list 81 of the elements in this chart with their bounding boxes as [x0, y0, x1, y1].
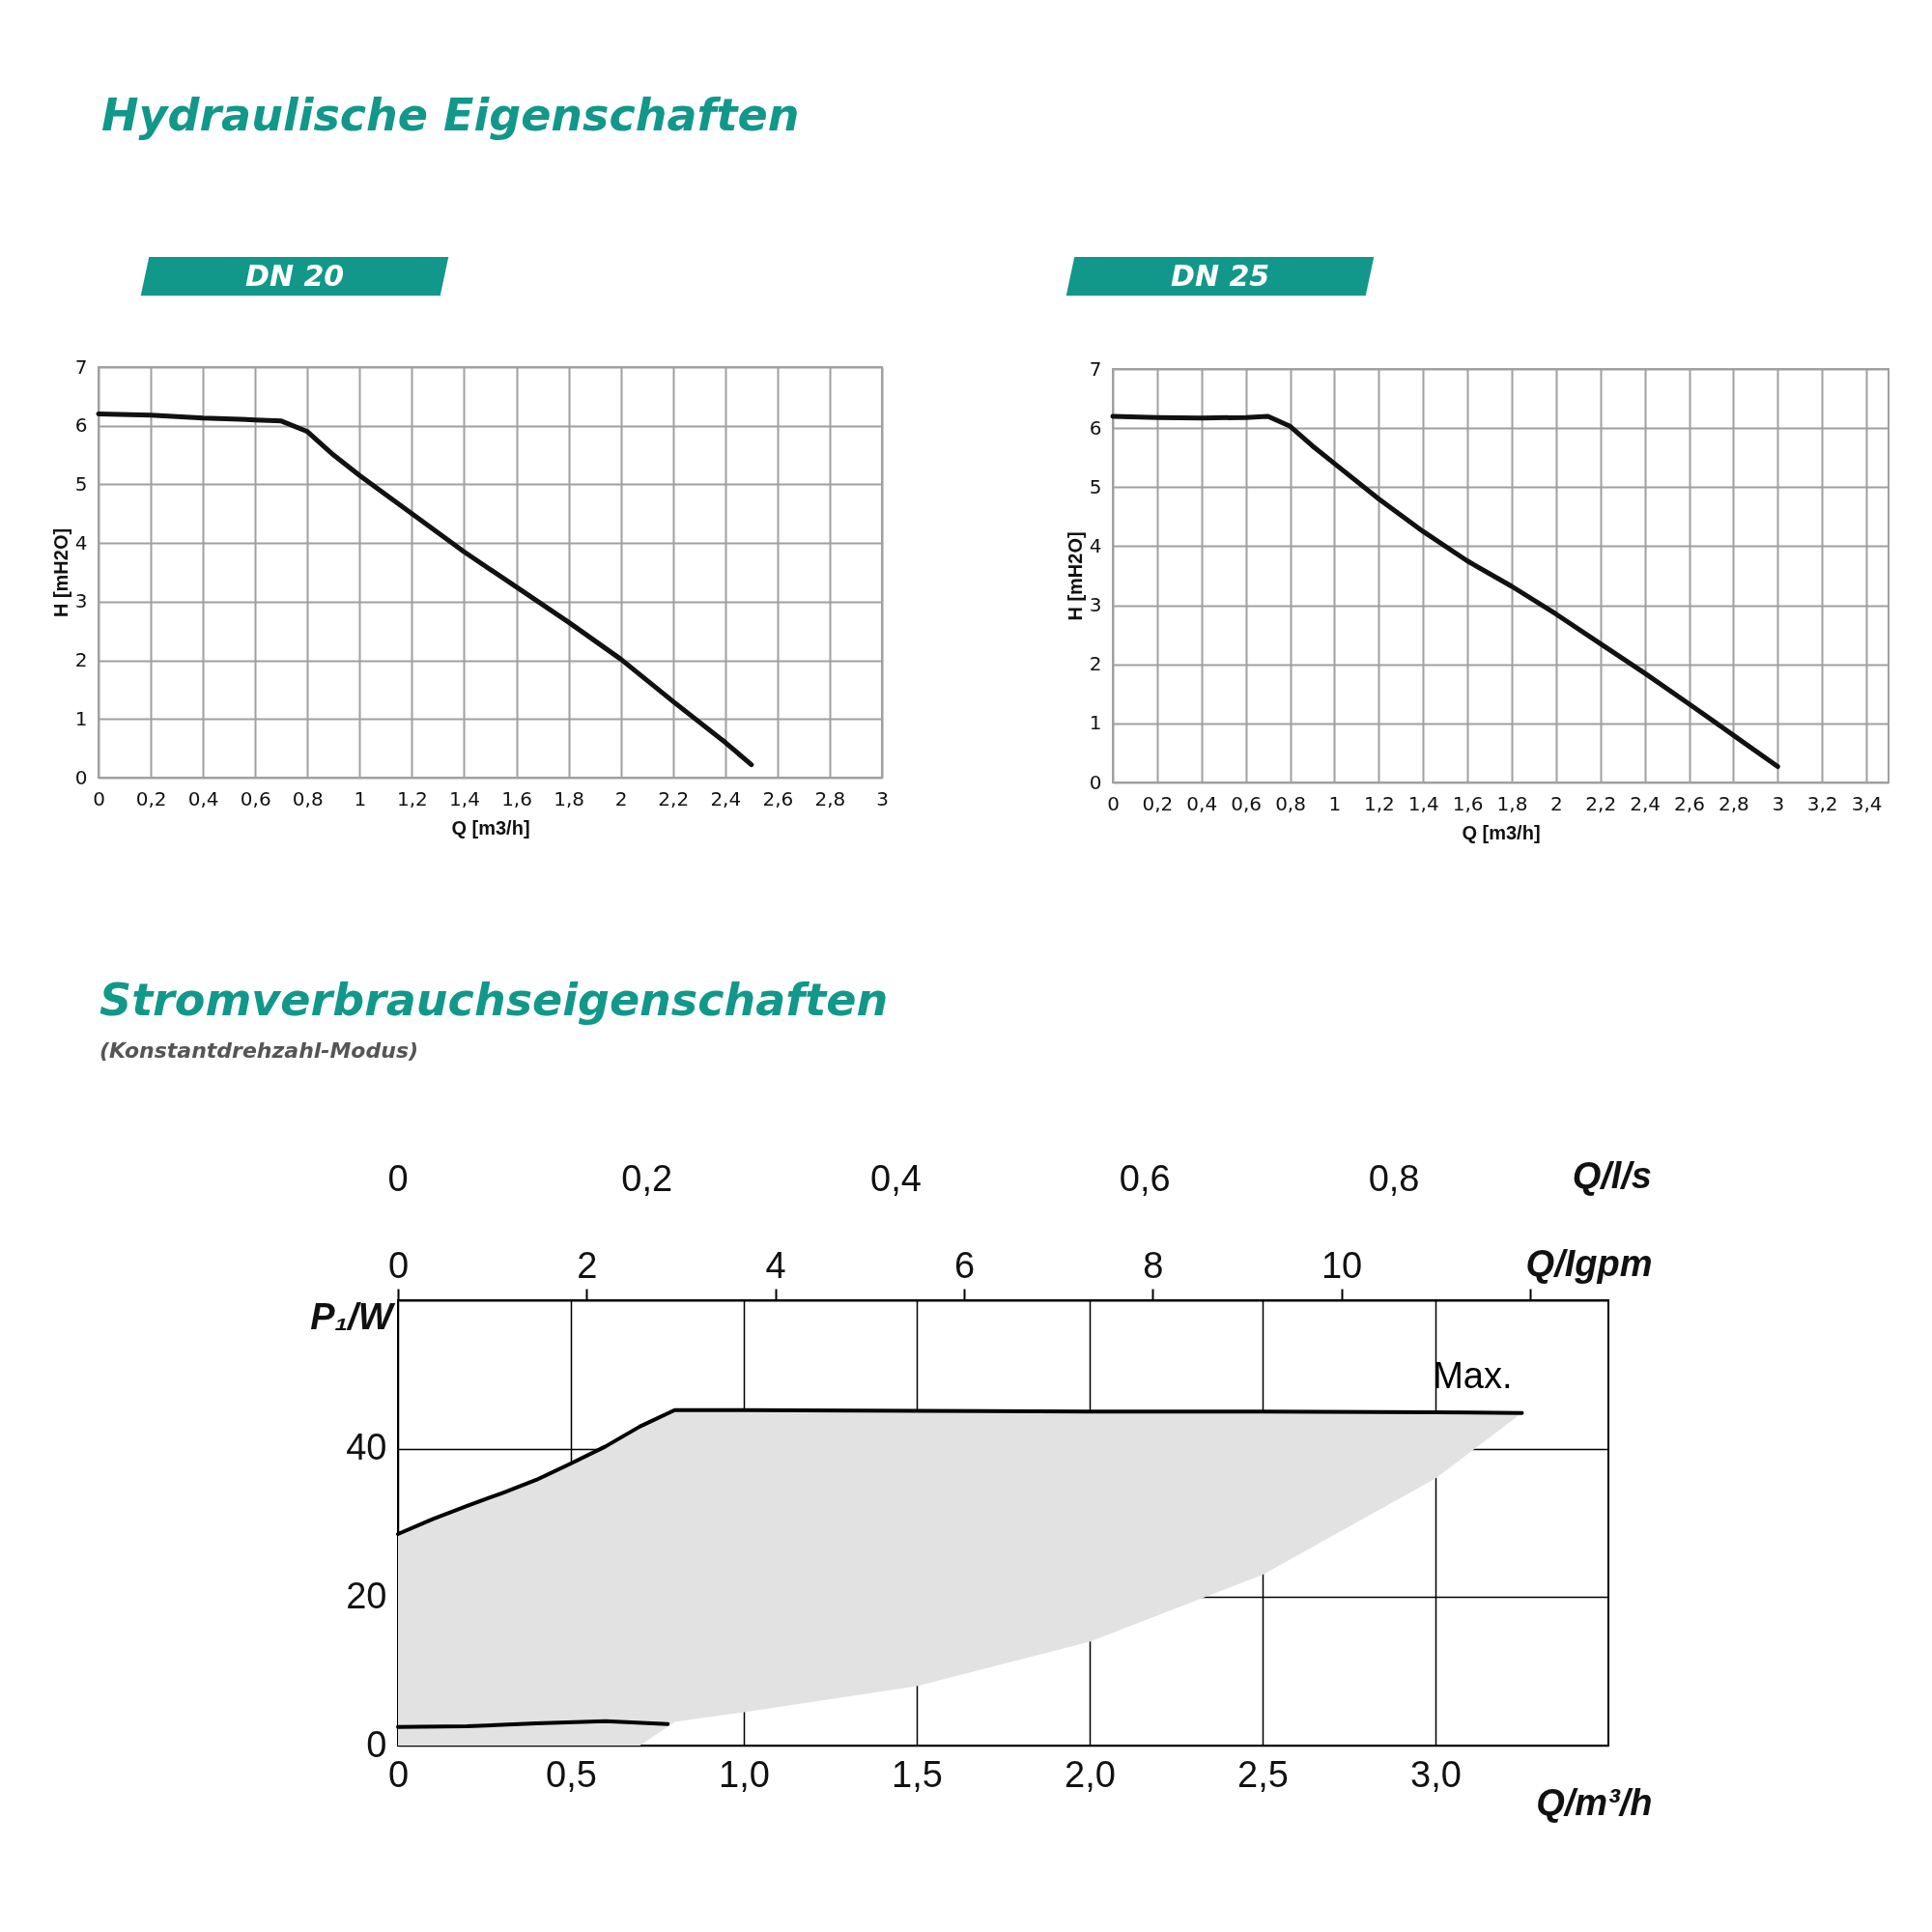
y-axis-title: H [mH2O] [49, 527, 71, 618]
x-tick-label: 1,8 [554, 786, 585, 810]
y-tick-label: 4 [1089, 533, 1102, 557]
x-tick-label: 1,5 [892, 1753, 943, 1795]
x-tick-label: 0 [1107, 791, 1120, 815]
x-tick-label: 2,8 [1718, 791, 1749, 815]
text: 0,4 [870, 1158, 922, 1199]
x-tick-label: 2,0 [1065, 1753, 1116, 1795]
x2-tick-label: 8 [1143, 1244, 1164, 1286]
x-tick-label: 0,2 [135, 786, 167, 810]
y-tick-label: 7 [1089, 356, 1102, 381]
x-tick-label: 0,6 [240, 786, 271, 810]
x2-tick-label: 4 [765, 1244, 786, 1286]
y-tick-label: 5 [74, 471, 88, 496]
chart-title: Hydraulische Eigenschaften [101, 89, 800, 141]
y-tick-label: 4 [74, 530, 88, 554]
y-tick-label: 3 [1089, 593, 1102, 617]
y-tick-label: 5 [1089, 474, 1102, 498]
x-tick-label: 1,2 [1363, 791, 1395, 815]
x-tick-label: 0,4 [1186, 791, 1218, 815]
x-tick-label: 2 [1549, 791, 1563, 815]
x-tick-label: 2,6 [762, 786, 794, 810]
y-tick-label: 6 [74, 413, 88, 438]
chart-subtitle: DN 25 [1170, 258, 1270, 295]
x2-axis-title: Q/Igpm [1525, 1242, 1653, 1284]
x-tick-label: 0,4 [187, 786, 219, 810]
x-tick-label: 2,5 [1237, 1753, 1289, 1795]
x-tick-label: 0 [93, 786, 105, 810]
chart-subtitle: DN 20 [244, 258, 345, 295]
x-tick-label: 2 [614, 786, 628, 810]
y-tick-label: 1 [1089, 711, 1102, 735]
y-tick-label: 7 [74, 355, 88, 379]
x-tick-label: 3 [876, 786, 889, 810]
x-tick-label: 2,4 [710, 786, 742, 810]
x-tick-label: 0,2 [1142, 791, 1174, 815]
x-tick-label: 3,0 [1410, 1753, 1462, 1795]
x-tick-label: 1,8 [1496, 791, 1528, 815]
y-tick-label: 2 [74, 648, 88, 672]
x-tick-label: 2,8 [814, 786, 846, 810]
x-tick-label: 3 [1772, 791, 1785, 815]
y-axis-title: H [mH2O] [1064, 531, 1086, 621]
y-tick-label: 1 [74, 706, 88, 730]
x-tick-label: 1,4 [449, 786, 480, 810]
x-axis-title: Q [m3/h] [1462, 821, 1541, 843]
y-tick-label: 6 [1089, 415, 1102, 440]
x-tick-label: 0,5 [546, 1753, 597, 1795]
x-axis-title: Q/m³/h [1536, 1781, 1653, 1823]
x-axis-title: Q [m3/h] [451, 816, 530, 838]
text: 0,2 [621, 1158, 673, 1199]
x-tick-label: 1,6 [501, 786, 532, 810]
x-tick-label: 1,0 [719, 1753, 770, 1795]
y-tick-label: 2 [1089, 652, 1102, 676]
x2-tick-label: 10 [1321, 1244, 1363, 1286]
x-tick-label: 2,4 [1630, 791, 1662, 815]
text: Q/l/s [1572, 1155, 1652, 1196]
x-tick-label: 0,8 [1275, 791, 1306, 815]
x-tick-label: 0,8 [292, 786, 324, 810]
x-tick-label: 1,2 [396, 786, 428, 810]
x-tick-label: 3,2 [1806, 791, 1838, 815]
y-tick-label: 3 [74, 589, 88, 613]
x-tick-label: 1,6 [1452, 791, 1484, 815]
y-tick-label: 0 [366, 1723, 387, 1765]
y-tick-label: 0 [1089, 770, 1102, 794]
x-tick-label: 3,4 [1851, 791, 1883, 815]
chart-subtitle: (Konstantdrehzahl-Modus) [99, 1038, 419, 1063]
x-tick-label: 1,4 [1407, 791, 1439, 815]
x-tick-label: 2,6 [1674, 791, 1705, 815]
series-label: Max. [1433, 1354, 1513, 1396]
chart-title: Stromverbrauchseigenschaften [99, 974, 889, 1026]
x-tick-label: 2,2 [658, 786, 690, 810]
y-tick-label: 20 [346, 1575, 387, 1616]
text: 0,6 [1119, 1158, 1171, 1199]
x2-tick-label: 6 [953, 1244, 976, 1286]
x-tick-label: 0,6 [1231, 791, 1263, 815]
x-tick-label: 2,2 [1585, 791, 1617, 815]
y-tick-label: 40 [346, 1427, 387, 1468]
text: 0,8 [1368, 1158, 1420, 1199]
x2-tick-label: 2 [577, 1244, 598, 1286]
x-tick-label: 1 [1328, 791, 1342, 815]
y-axis-title: P₁/W [310, 1295, 396, 1337]
y-tick-label: 0 [74, 765, 88, 789]
